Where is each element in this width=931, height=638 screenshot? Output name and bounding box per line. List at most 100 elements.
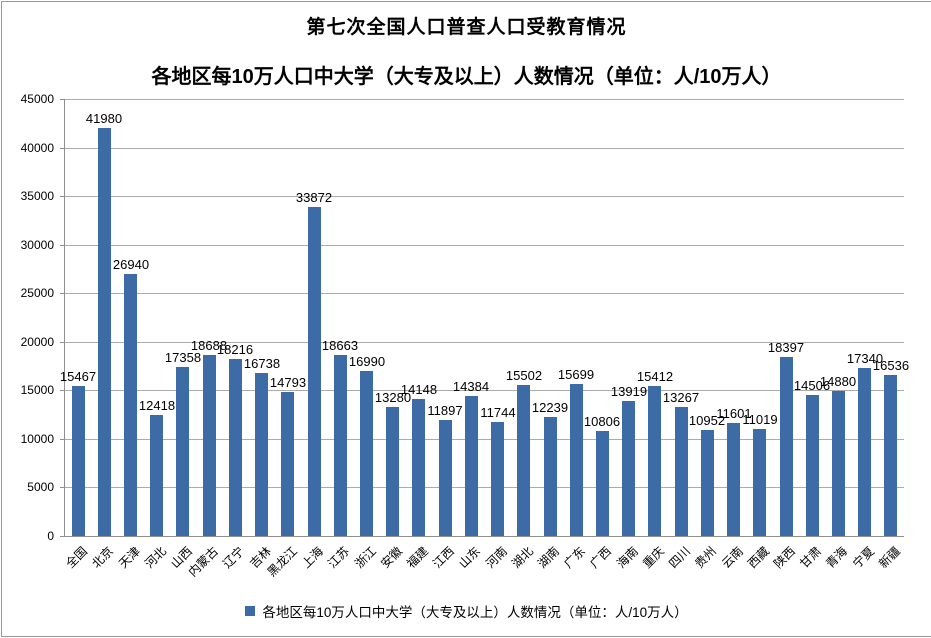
y-tick-mark: [60, 390, 64, 391]
x-axis-label: 贵州: [692, 544, 719, 571]
gridline: [65, 390, 904, 391]
x-axis-label: 上海: [299, 544, 326, 571]
chart-title: 第七次全国人口普查人口受教育情况: [306, 17, 627, 38]
bar-吉林: [255, 373, 268, 536]
bar-value-label: 16536: [872, 358, 910, 373]
bar-value-label: 18688: [190, 338, 228, 353]
x-axis-label: 湖北: [509, 544, 536, 571]
bar-全国: [72, 386, 85, 536]
y-tick-label: 40000: [20, 141, 54, 155]
gridline: [65, 342, 904, 343]
bar-value-label: 14880: [819, 374, 857, 389]
bar-四川: [675, 407, 688, 536]
bar-湖南: [544, 417, 557, 536]
y-tick-mark: [60, 293, 64, 294]
gridline: [65, 439, 904, 440]
bar-value-label: 18216: [216, 342, 254, 357]
bar-value-label: 16738: [243, 356, 281, 371]
x-axis-label: 四川: [666, 544, 693, 571]
y-tick-label: 45000: [20, 92, 54, 106]
bar-value-label: 12418: [138, 398, 176, 413]
bar-天津: [124, 274, 137, 536]
bar-value-label: 11744: [480, 405, 516, 420]
bar-内蒙古: [203, 355, 216, 536]
bar-value-label: 17358: [164, 350, 202, 365]
y-axis-line: [64, 99, 65, 536]
bar-value-label: 13919: [610, 384, 648, 399]
bar-陕西: [780, 357, 793, 536]
bar-辽宁: [229, 359, 242, 536]
gridline: [65, 487, 904, 488]
bar-value-label: 14793: [269, 375, 307, 390]
x-axis-label: 广西: [587, 544, 614, 571]
y-tick-mark: [60, 342, 64, 343]
bar-value-label: 13280: [374, 390, 412, 405]
bar-value-label: 14506: [793, 378, 831, 393]
x-axis-label: 河北: [142, 544, 169, 571]
x-axis-label: 广东: [561, 544, 588, 571]
bar-重庆: [648, 386, 661, 536]
y-tick-label: 5000: [27, 480, 54, 494]
bar-value-label: 10806: [583, 414, 621, 429]
bar-云南: [727, 423, 740, 536]
bar-value-label: 18397: [767, 340, 805, 355]
bar-广东: [570, 384, 583, 536]
x-axis-label: 湖南: [535, 544, 562, 571]
y-tick-mark: [60, 245, 64, 246]
bar-浙江: [360, 371, 373, 536]
legend: 各地区每10万人口中大学（大专及以上）人数情况（单位：人/10万人）: [2, 601, 931, 621]
bar-value-label: 14384: [452, 379, 490, 394]
bar-新疆: [884, 375, 897, 536]
y-tick-label: 10000: [20, 432, 54, 446]
bar-广西: [596, 431, 609, 536]
bar-河北: [150, 415, 163, 536]
gridline: [65, 99, 904, 100]
x-axis-label: 辽宁: [220, 544, 247, 571]
y-tick-mark: [60, 487, 64, 488]
y-tick-label: 35000: [20, 189, 54, 203]
bar-value-label: 13267: [662, 390, 700, 405]
bar-江西: [439, 420, 452, 536]
y-tick-label: 30000: [20, 238, 54, 252]
x-axis-label: 海南: [614, 544, 641, 571]
y-tick-mark: [60, 196, 64, 197]
y-tick-mark: [60, 99, 64, 100]
bar-福建: [412, 399, 425, 536]
chart-subtitle: 各地区每10万人口中大学（大专及以上）人数情况（单位：人/10万人）: [151, 66, 782, 88]
x-axis-label: 天津: [116, 544, 143, 571]
x-axis-label: 山东: [456, 544, 483, 571]
legend-label: 各地区每10万人口中大学（大专及以上）人数情况（单位：人/10万人）: [262, 605, 688, 620]
y-tick-label: 15000: [20, 383, 54, 397]
x-axis-label: 新疆: [876, 544, 903, 571]
x-axis-label: 甘肃: [797, 544, 824, 571]
bar-江苏: [334, 355, 347, 536]
y-tick-label: 20000: [20, 335, 54, 349]
gridline: [65, 293, 904, 294]
bar-value-label: 10952: [688, 413, 726, 428]
gridline: [65, 196, 904, 197]
bar-value-label: 11601: [716, 406, 752, 421]
bar-贵州: [701, 430, 714, 536]
gridline: [65, 245, 904, 246]
y-tick-mark: [60, 439, 64, 440]
x-axis-label: 江西: [430, 544, 457, 571]
x-axis-label: 浙江: [352, 544, 379, 571]
bar-河南: [491, 422, 504, 536]
bar-黑龙江: [281, 392, 294, 536]
bar-安徽: [386, 407, 399, 536]
bar-青海: [832, 391, 845, 536]
bar-value-label: 26940: [112, 257, 150, 272]
bar-value-label: 15412: [636, 369, 674, 384]
bar-value-label: 16990: [348, 354, 386, 369]
x-axis-label: 安徽: [378, 544, 405, 571]
x-axis-label: 北京: [89, 544, 116, 571]
x-axis-line: [64, 536, 904, 537]
bar-value-label: 15699: [557, 367, 595, 382]
bar-value-label: 11019: [742, 412, 778, 427]
bar-海南: [622, 401, 635, 536]
y-tick-mark: [60, 536, 64, 537]
x-axis-label: 云南: [719, 544, 746, 571]
bar-山西: [176, 367, 189, 536]
